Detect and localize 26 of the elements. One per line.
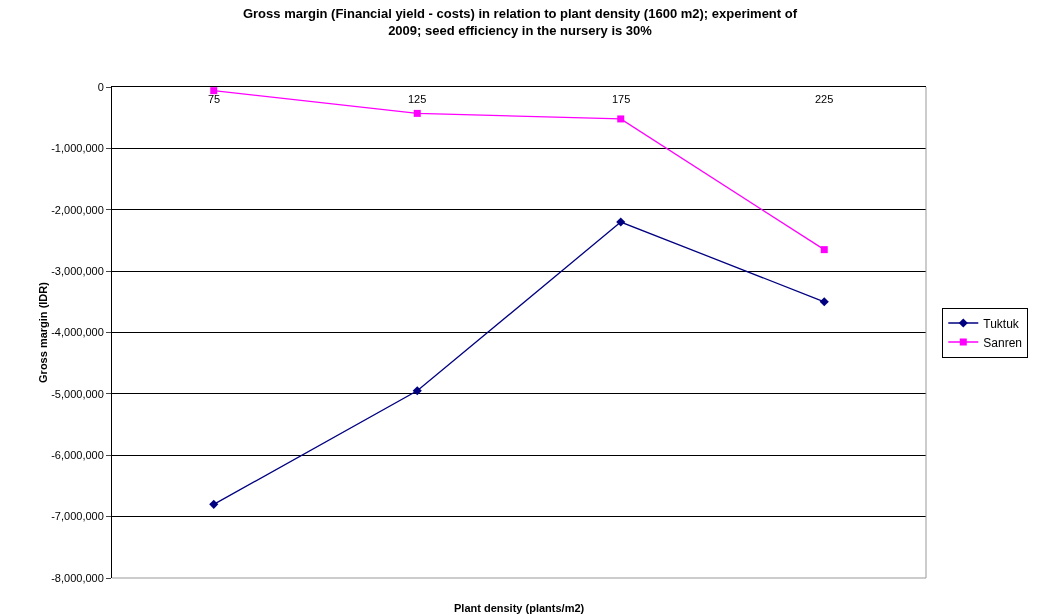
point [412,386,422,396]
point [210,87,218,95]
y-tick-label: -5,000,000 [51,387,104,400]
point [819,297,829,307]
y-axis-title: Gross margin (IDR) [37,281,50,383]
y-tick-label: -1,000,000 [51,142,104,155]
y-tick-label: -8,000,000 [51,571,104,584]
point [617,115,625,123]
legend-label: Sanren [983,335,1022,350]
x-axis-title: Plant density (plants/m2) [454,602,585,614]
legend-label: Tuktuk [983,316,1020,331]
x-tick-label: 75 [208,93,221,105]
point [209,499,219,509]
x-tick-label: 175 [612,93,631,105]
y-tick-label: -6,000,000 [51,449,104,462]
y-tick-label: -4,000,000 [51,326,104,339]
point [616,217,626,227]
x-tick-label: 225 [815,93,834,105]
chart-title: Gross margin (Financial yield - costs) in relation to plant density (1600 m2); experiment of 2009; seed efficiency in the nursery is 30% [242,6,798,39]
y-tick-label: -7,000,000 [51,510,104,523]
point [413,109,421,117]
y-tick-label: 0 [97,80,104,93]
x-tick-label: 125 [408,93,427,105]
y-tick-label: -2,000,000 [51,203,104,216]
point [820,246,828,254]
y-tick-label: -3,000,000 [51,264,104,277]
